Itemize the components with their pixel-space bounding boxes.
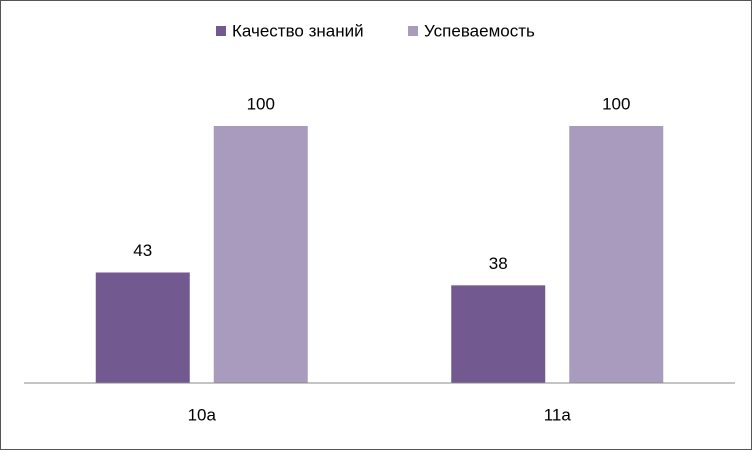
bar — [213, 126, 308, 383]
value-label: 38 — [489, 254, 508, 273]
legend-label: Качество знаний — [232, 21, 364, 40]
bar — [95, 272, 190, 383]
x-tick-label: 10а — [188, 405, 217, 424]
x-tick-label: 11а — [544, 405, 572, 424]
legend-swatch — [408, 26, 418, 36]
value-label: 43 — [133, 241, 152, 260]
bar — [451, 285, 546, 383]
legend-label: Успеваемость — [424, 21, 535, 40]
value-label: 100 — [247, 94, 275, 113]
legend-swatch — [216, 26, 226, 36]
value-label: 100 — [602, 94, 630, 113]
bar — [569, 126, 664, 383]
